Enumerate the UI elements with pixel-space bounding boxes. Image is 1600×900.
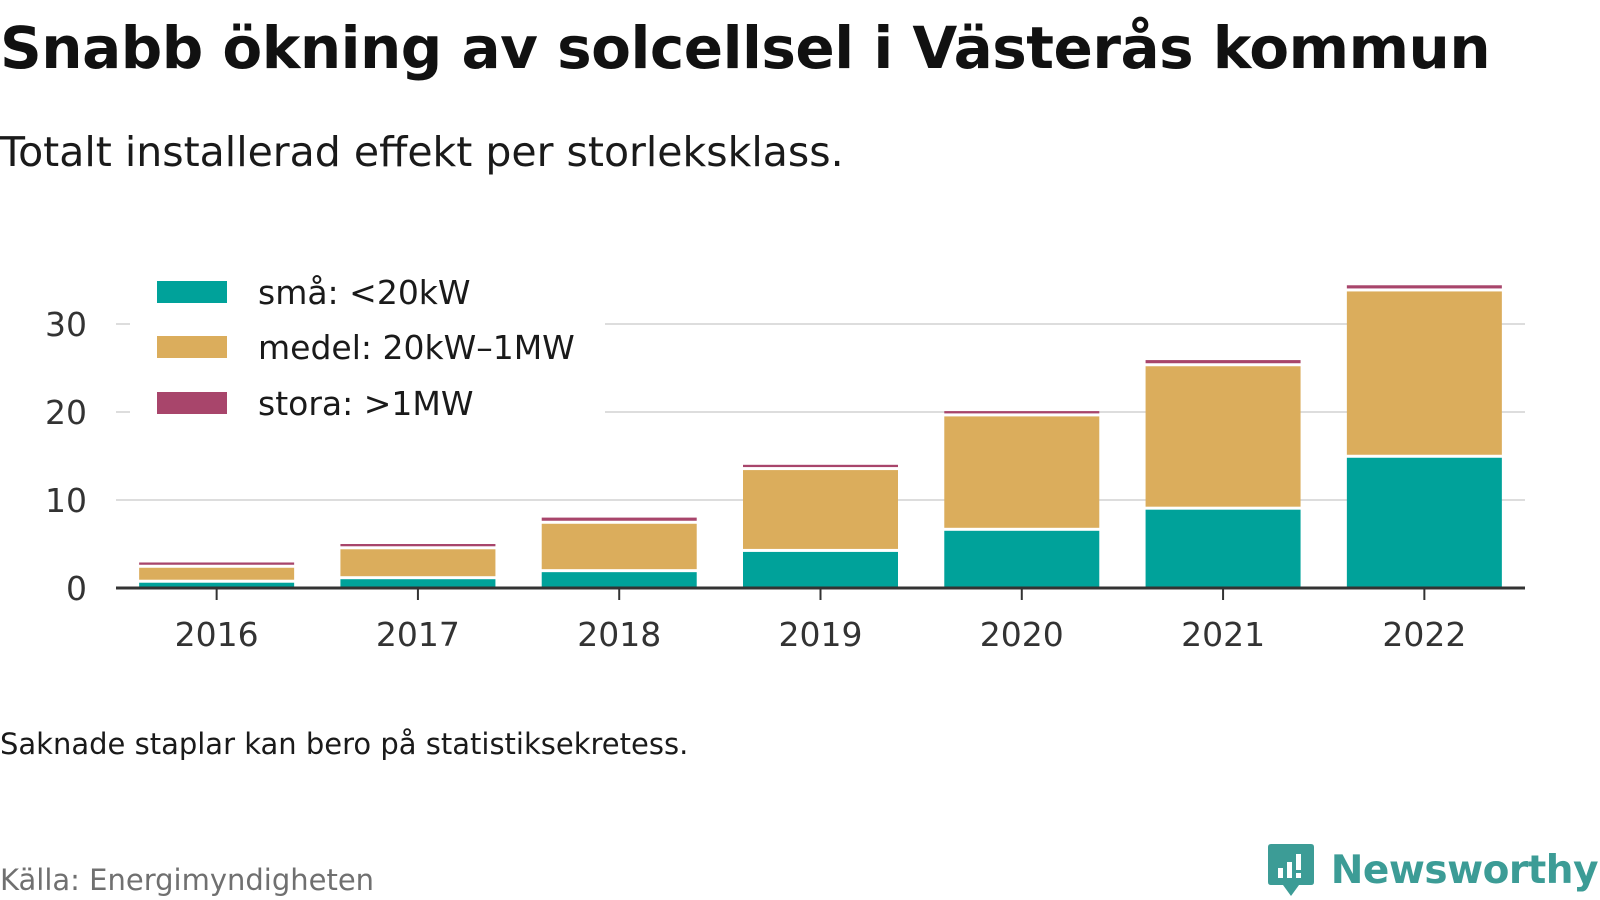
- bar-2022-series-3: [1346, 285, 1502, 289]
- bar-2021-series-2: [1145, 366, 1301, 507]
- x-tick-label: 2016: [175, 615, 259, 654]
- chart-subtitle: Totalt installerad effekt per storlekskl…: [0, 128, 844, 176]
- legend-label-2: medel: 20kW–1MW: [258, 328, 575, 367]
- axes: 0 10 20 30 2016 2017 2018 2019 2020 2021 2022: [45, 305, 1525, 654]
- legend-swatch-3: [157, 392, 227, 414]
- brand-name: Newsworthy: [1330, 847, 1599, 893]
- bar-2018-series-1: [541, 572, 697, 588]
- bar-2020-series-3: [944, 411, 1100, 414]
- legend: små: <20kW medel: 20kW–1MW stora: >1MW: [130, 262, 605, 434]
- bar-2019-series-3: [743, 464, 898, 468]
- legend-label-1: små: <20kW: [258, 273, 471, 312]
- x-tick-label: 2019: [779, 615, 863, 654]
- bar-2019-series-1: [743, 551, 898, 588]
- bar-2018-series-2: [541, 523, 697, 570]
- bar-2016-series-3: [139, 562, 295, 565]
- x-tick-label: 2022: [1382, 615, 1466, 654]
- x-tick-label: 2018: [577, 615, 661, 654]
- bar-2021-series-3: [1145, 360, 1301, 364]
- bar-2016-series-2: [139, 567, 295, 580]
- bar-2018-series-3: [541, 517, 697, 521]
- bar-2017-series-1: [340, 579, 496, 588]
- y-tick-label: 30: [45, 305, 87, 344]
- legend-swatch-1: [157, 281, 227, 303]
- x-tick-label: 2020: [980, 615, 1064, 654]
- x-tick-label: 2021: [1181, 615, 1265, 654]
- source-credit: Källa: Energimyndigheten: [0, 863, 375, 897]
- legend-label-3: stora: >1MW: [258, 384, 473, 423]
- newsworthy-logo-icon: [1267, 844, 1314, 896]
- legend-swatch-2: [157, 336, 227, 358]
- bar-2019-series-2: [743, 470, 898, 549]
- y-tick-label: 0: [66, 569, 87, 608]
- bar-2020-series-2: [944, 416, 1100, 528]
- bar-2021-series-1: [1145, 509, 1301, 588]
- bar-2020-series-1: [944, 530, 1100, 588]
- y-tick-label: 20: [45, 393, 87, 432]
- x-tick-label: 2017: [376, 615, 460, 654]
- bar-2017-series-3: [340, 544, 496, 547]
- bar-2016-series-1: [139, 582, 295, 588]
- brand-logo: Newsworthy: [1267, 842, 1599, 898]
- bars: [139, 285, 1502, 588]
- bar-2017-series-2: [340, 549, 496, 577]
- y-tick-label: 10: [45, 481, 87, 520]
- bar-2022-series-1: [1346, 457, 1502, 588]
- footnote: Saknade staplar kan bero på statistiksek…: [0, 727, 689, 761]
- bar-2022-series-2: [1346, 291, 1502, 455]
- chart-title: Snabb ökning av solcellsel i Västerås ko…: [0, 14, 1491, 82]
